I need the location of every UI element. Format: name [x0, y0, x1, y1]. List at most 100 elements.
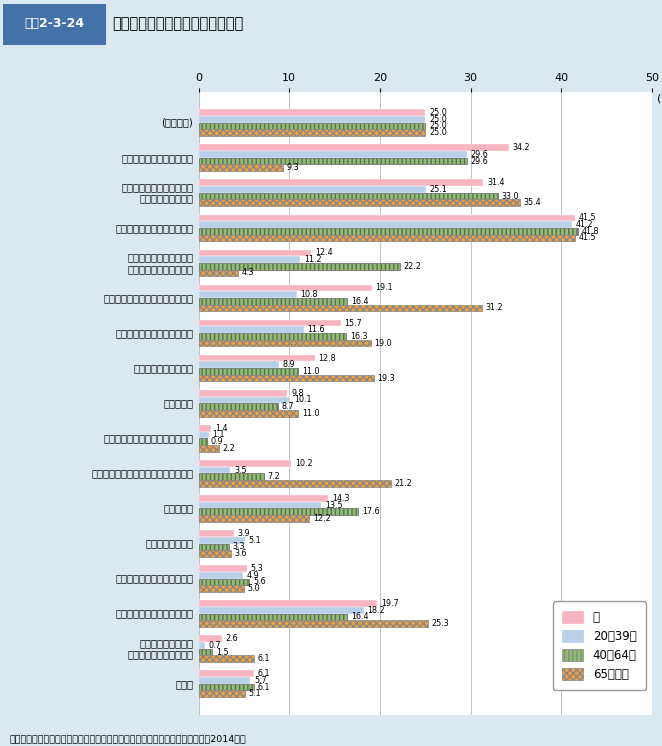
- Bar: [199, 515, 309, 521]
- Bar: [199, 621, 428, 627]
- Bar: [199, 292, 297, 298]
- Bar: [199, 656, 254, 662]
- Text: 35.4: 35.4: [523, 198, 541, 207]
- Text: 16.4: 16.4: [351, 297, 369, 306]
- Bar: [199, 228, 578, 234]
- Bar: [199, 263, 400, 269]
- Bar: [199, 298, 348, 304]
- Text: 22.2: 22.2: [404, 262, 422, 271]
- Text: 13.5: 13.5: [324, 501, 342, 510]
- Bar: [199, 129, 425, 136]
- Bar: [199, 530, 234, 537]
- Text: 5.3: 5.3: [250, 564, 263, 573]
- Bar: [199, 537, 245, 544]
- Bar: [199, 410, 299, 416]
- Bar: [199, 607, 363, 614]
- Bar: [199, 460, 291, 467]
- Text: 3.6: 3.6: [235, 549, 248, 558]
- Bar: [199, 636, 222, 642]
- Text: 12.8: 12.8: [318, 354, 336, 363]
- Bar: [199, 642, 205, 649]
- Text: 5.6: 5.6: [253, 577, 265, 586]
- Text: 16.4: 16.4: [351, 612, 369, 621]
- Bar: [199, 199, 520, 206]
- Text: 11.0: 11.0: [302, 409, 320, 418]
- Text: 25.0: 25.0: [429, 108, 447, 117]
- Text: 19.7: 19.7: [381, 599, 399, 608]
- Text: 25.1: 25.1: [430, 185, 448, 194]
- Bar: [199, 339, 371, 346]
- Bar: [199, 234, 575, 241]
- Bar: [199, 495, 328, 502]
- Bar: [199, 110, 425, 116]
- Text: 5.0: 5.0: [248, 584, 260, 593]
- Text: 41.2: 41.2: [576, 220, 594, 229]
- Text: 25.0: 25.0: [429, 122, 447, 131]
- Text: 7.2: 7.2: [267, 472, 280, 481]
- Text: 0.7: 0.7: [209, 641, 221, 650]
- Bar: [199, 550, 231, 557]
- Bar: [199, 368, 299, 374]
- Text: 5.1: 5.1: [248, 536, 261, 545]
- Text: 8.7: 8.7: [281, 402, 294, 411]
- FancyBboxPatch shape: [3, 4, 106, 45]
- Text: 1.5: 1.5: [216, 648, 228, 656]
- Text: 実際の休日の過ごし方（世代別）: 実際の休日の過ごし方（世代別）: [113, 16, 244, 31]
- Text: 15.7: 15.7: [345, 319, 362, 327]
- Bar: [199, 474, 264, 480]
- Text: 25.3: 25.3: [432, 619, 449, 628]
- Bar: [199, 320, 341, 327]
- Text: 33.0: 33.0: [502, 192, 519, 201]
- Bar: [199, 355, 314, 362]
- Bar: [199, 671, 254, 677]
- Bar: [199, 122, 425, 129]
- Bar: [199, 467, 230, 474]
- Text: 図表2-3-24: 図表2-3-24: [24, 16, 84, 30]
- Text: 12.2: 12.2: [313, 514, 330, 523]
- Text: 9.8: 9.8: [291, 389, 304, 398]
- Bar: [199, 390, 287, 397]
- Bar: [199, 333, 346, 339]
- Text: 2.6: 2.6: [226, 634, 238, 643]
- Bar: [199, 403, 277, 410]
- Text: 19.1: 19.1: [375, 283, 393, 292]
- Bar: [199, 164, 283, 171]
- Legend: 計, 20〜39歳, 40〜64歳, 65歳以上: 計, 20〜39歳, 40〜64歳, 65歳以上: [553, 601, 646, 690]
- Text: 9.3: 9.3: [287, 163, 299, 172]
- Bar: [199, 586, 244, 592]
- Bar: [199, 565, 247, 572]
- Text: 6.1: 6.1: [258, 669, 270, 678]
- Bar: [199, 151, 467, 157]
- Text: 0.9: 0.9: [211, 437, 223, 446]
- Text: 41.8: 41.8: [581, 227, 599, 236]
- Text: 29.6: 29.6: [471, 150, 489, 159]
- Text: 18.2: 18.2: [367, 606, 385, 615]
- Bar: [199, 691, 245, 697]
- Bar: [199, 157, 467, 164]
- Bar: [199, 677, 250, 684]
- Text: 34.2: 34.2: [512, 143, 530, 152]
- Text: 10.1: 10.1: [294, 395, 311, 404]
- Bar: [199, 684, 254, 691]
- Text: 31.2: 31.2: [485, 304, 503, 313]
- Bar: [199, 544, 228, 550]
- Text: 12.4: 12.4: [314, 248, 332, 257]
- Text: 4.9: 4.9: [247, 571, 260, 580]
- Text: 1.4: 1.4: [215, 424, 228, 433]
- Bar: [199, 116, 425, 122]
- Bar: [199, 374, 373, 381]
- Bar: [199, 397, 290, 403]
- Bar: [199, 269, 238, 276]
- Text: 31.4: 31.4: [487, 178, 504, 187]
- Text: 19.0: 19.0: [375, 339, 392, 348]
- Bar: [199, 215, 575, 221]
- Text: 3.9: 3.9: [238, 529, 250, 538]
- Text: (%): (%): [657, 93, 662, 103]
- Text: 10.2: 10.2: [295, 459, 312, 468]
- Text: 1.1: 1.1: [213, 430, 224, 439]
- Bar: [199, 221, 572, 228]
- Text: 21.2: 21.2: [395, 479, 412, 488]
- Bar: [199, 180, 483, 186]
- Bar: [199, 601, 377, 607]
- Bar: [199, 445, 218, 451]
